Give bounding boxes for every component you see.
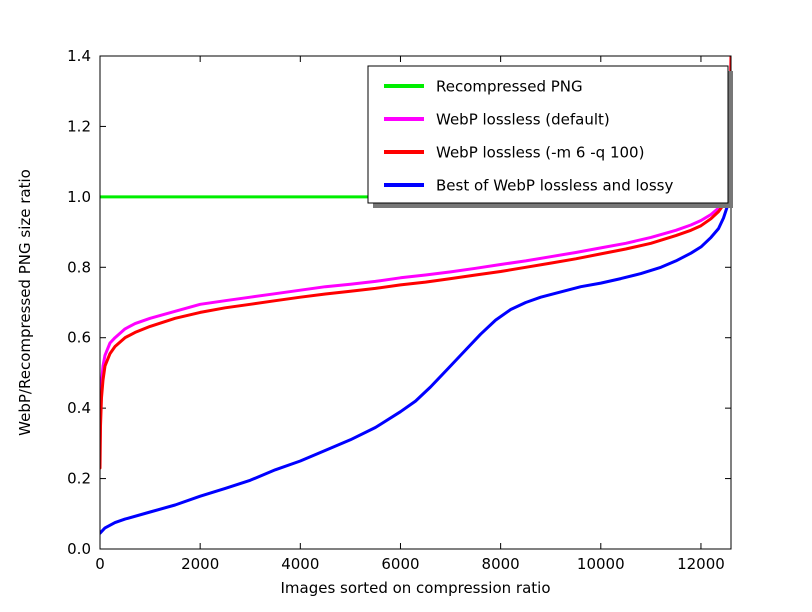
y-tick-label: 0.2 [67, 470, 91, 488]
y-tick-label: 0.6 [67, 329, 91, 347]
legend-box [367, 65, 729, 204]
y-tick-label: 1.2 [67, 117, 91, 135]
y-tick-label: 0.0 [67, 540, 91, 558]
legend: Recompressed PNG WebP lossless (default) W… [367, 65, 733, 208]
plot-frame [99, 55, 732, 550]
series-line [100, 56, 731, 470]
x-tick-label: 0 [95, 555, 105, 573]
y-tick-label: 1.0 [67, 188, 91, 206]
x-tick-label: 6000 [381, 555, 419, 573]
y-tick-label: 1.4 [67, 47, 91, 65]
legend-entry-label: Best of WebP lossless and lossy [436, 177, 673, 195]
x-tick-label: 4000 [281, 555, 319, 573]
series-line [100, 142, 731, 535]
legend-entry-label: Recompressed PNG [436, 78, 583, 96]
y-tick-label: 0.8 [67, 258, 91, 276]
x-tick-label: 10000 [577, 555, 625, 573]
legend-entry-label: WebP lossless (-m 6 -q 100) [436, 144, 644, 162]
y-tick-label: 0.4 [67, 399, 91, 417]
x-tick-label: 12000 [677, 555, 725, 573]
x-axis-label: Images sorted on compression ratio [280, 579, 550, 597]
legend-entry-label: WebP lossless (default) [436, 111, 610, 129]
series-line [100, 56, 731, 445]
x-tick-label: 2000 [181, 555, 219, 573]
y-axis-label: WebP/Recompressed PNG size ratio [16, 169, 34, 436]
x-tick-label: 8000 [482, 555, 520, 573]
